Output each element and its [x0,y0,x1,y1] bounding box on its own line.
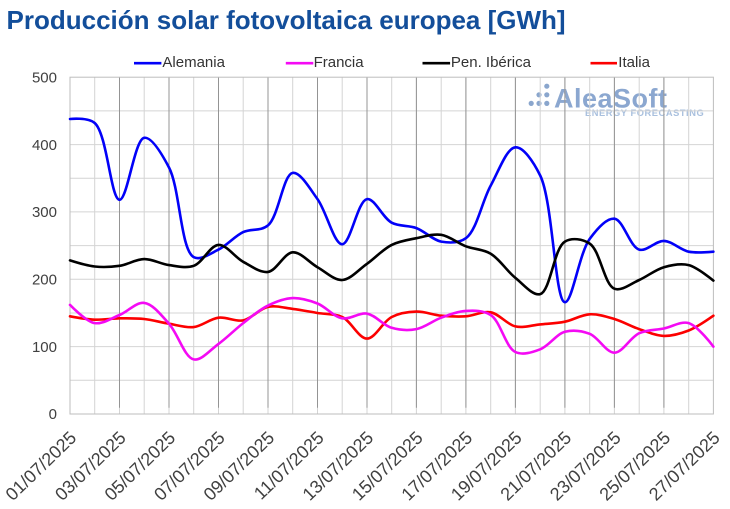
svg-text:ENERGY FORECASTING: ENERGY FORECASTING [585,108,704,118]
svg-text:Francia: Francia [314,54,365,71]
svg-text:Producción solar fotovoltaica: Producción solar fotovoltaica europea [G… [7,5,566,35]
svg-text:500: 500 [32,69,57,86]
svg-text:Alemania: Alemania [162,54,225,71]
svg-text:400: 400 [32,137,57,154]
svg-text:AleaSoft: AleaSoft [554,83,668,113]
svg-text:200: 200 [32,272,57,289]
svg-text:0: 0 [49,406,57,423]
svg-text:Italia: Italia [618,54,650,71]
svg-text:100: 100 [32,339,57,356]
svg-text:300: 300 [32,204,57,221]
svg-text:Pen. Ibérica: Pen. Ibérica [451,54,532,71]
